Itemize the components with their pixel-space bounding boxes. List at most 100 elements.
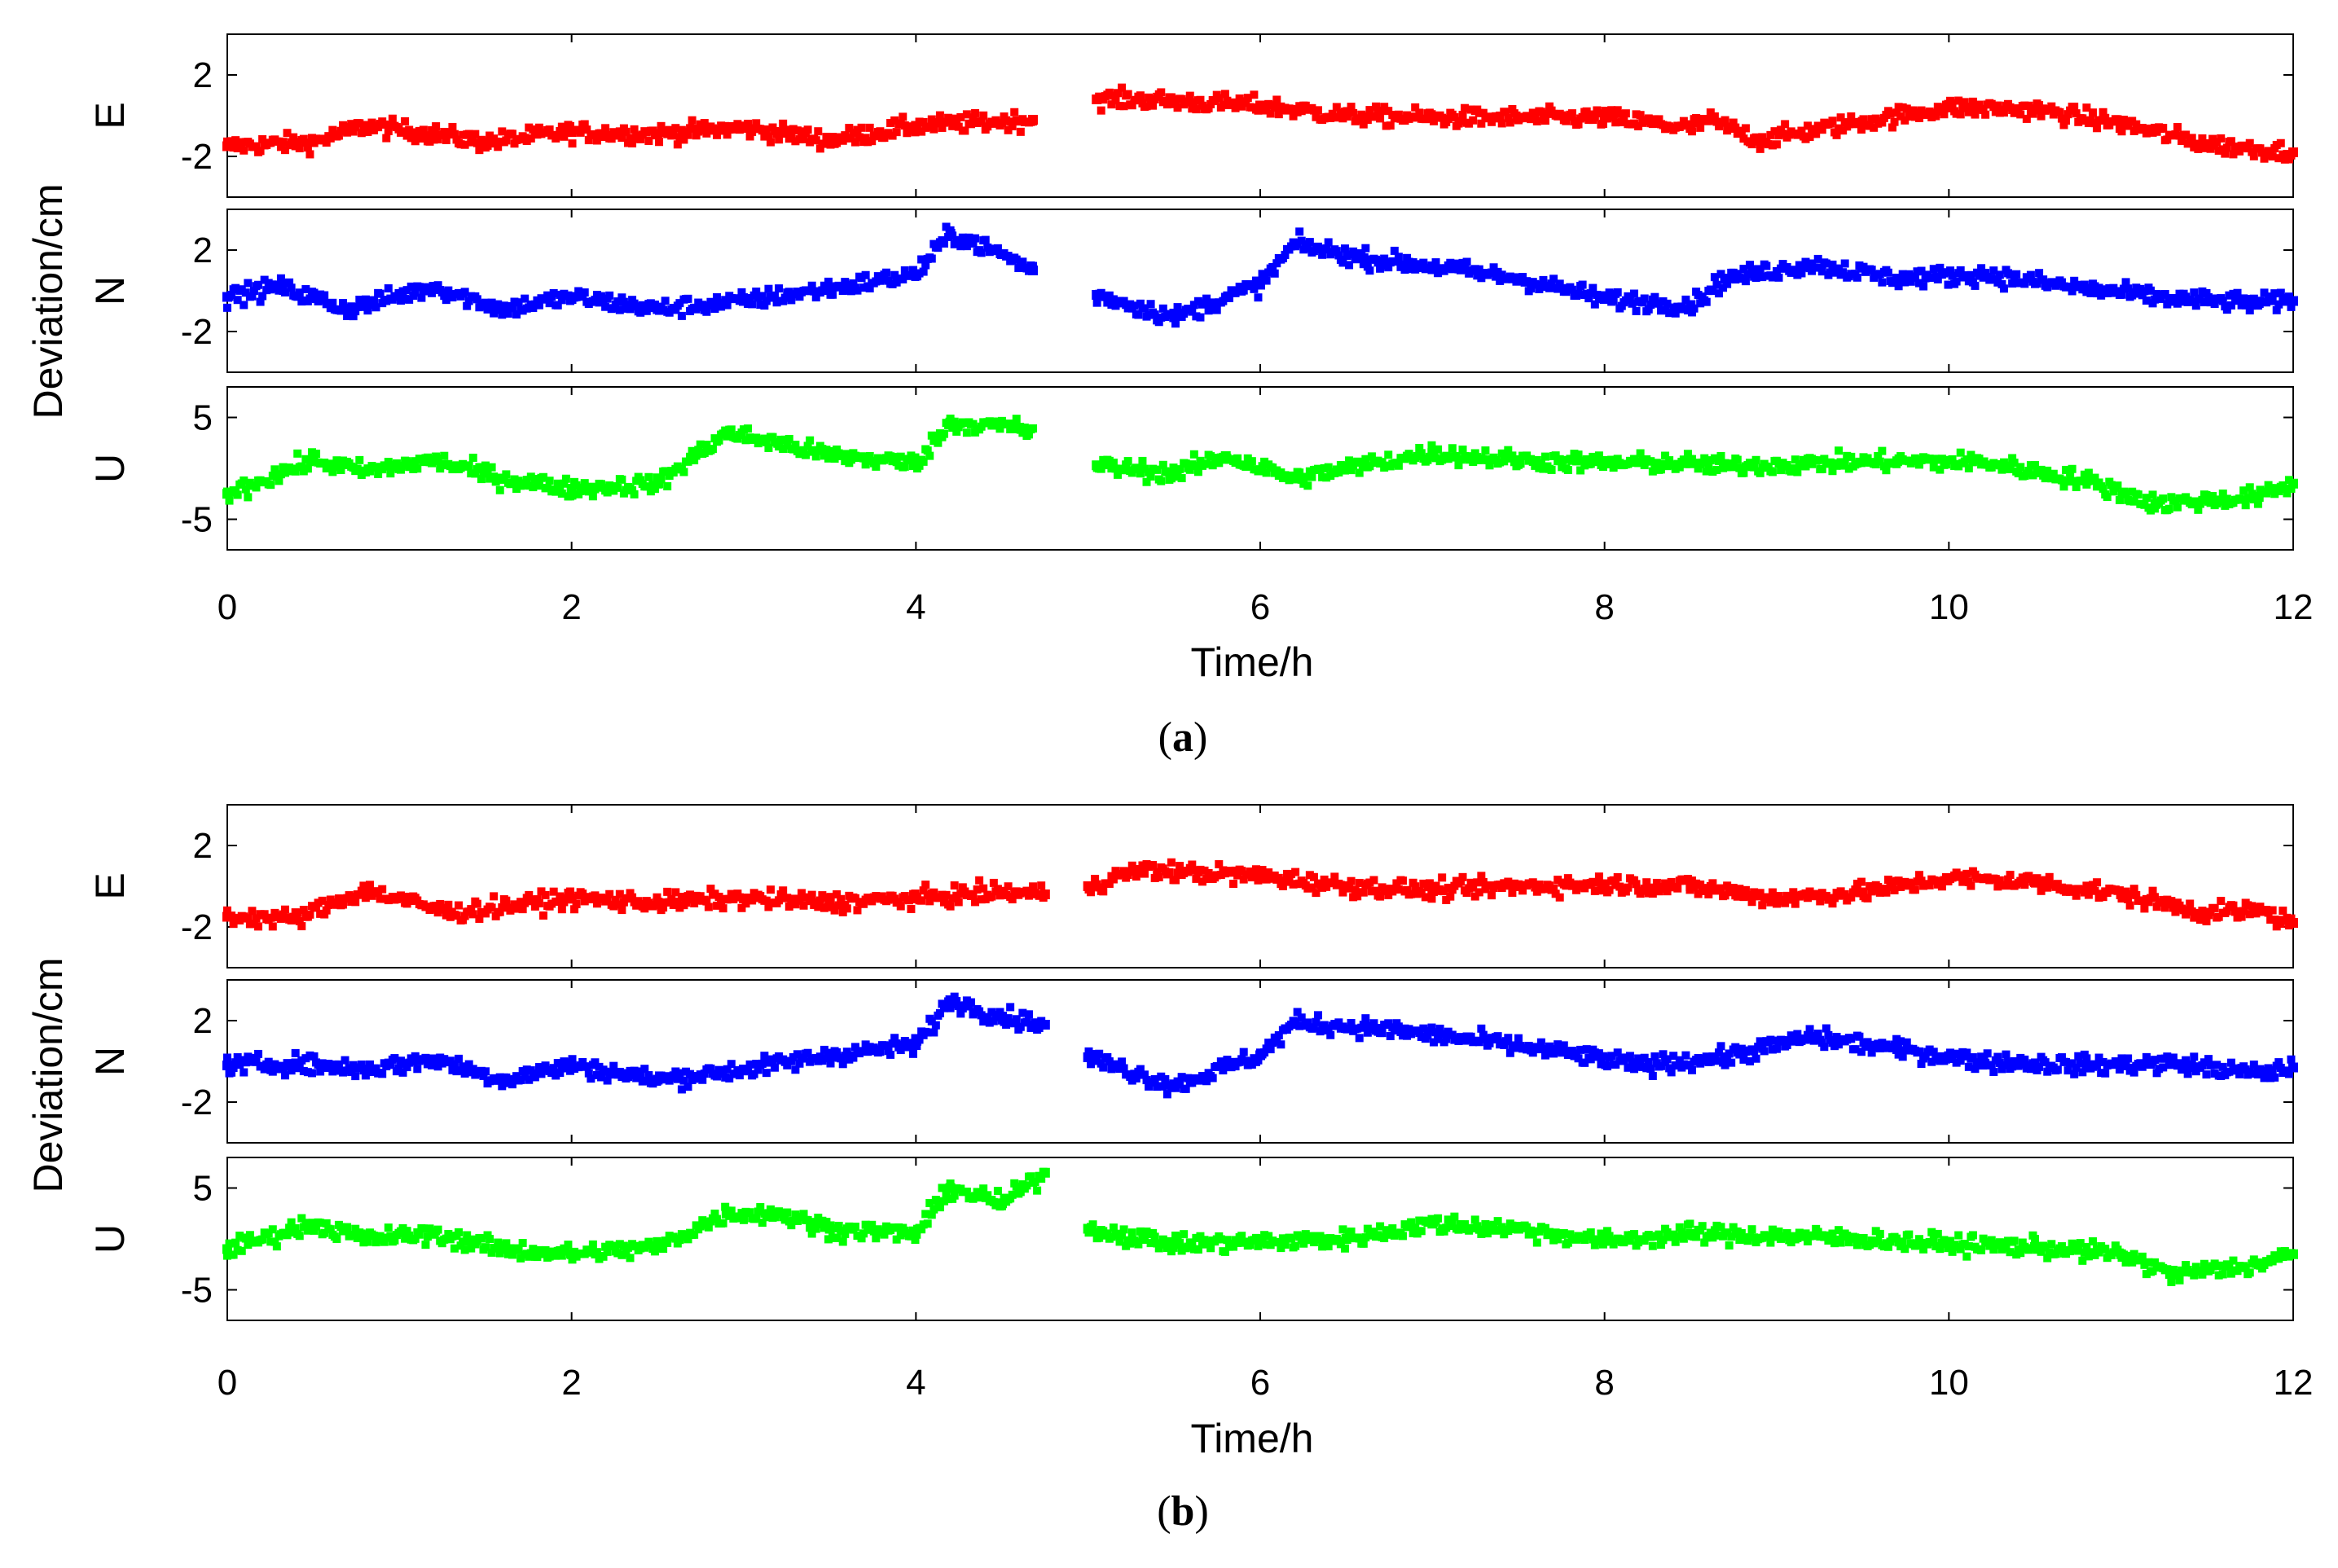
scatter-point (962, 428, 971, 437)
scatter-point (248, 292, 257, 301)
scatter-point (619, 297, 628, 306)
scatter-point (1140, 304, 1149, 313)
scatter-point (1192, 874, 1201, 883)
scatter-point (2198, 287, 2207, 296)
scatter-point (1419, 258, 1428, 267)
scatter-point (2213, 138, 2222, 147)
scatter-point (1611, 118, 1620, 127)
scatter-point (1415, 443, 1424, 452)
scatter-point (1766, 1035, 1775, 1044)
scatter-point (2031, 461, 2039, 470)
scatter-point (1540, 885, 1549, 894)
scatter-point (1646, 457, 1655, 466)
scatter-point (289, 133, 298, 142)
scatter-point (1813, 456, 1822, 465)
scatter-point (1667, 1068, 1676, 1077)
scatter-point (1442, 1034, 1451, 1043)
scatter-point (1536, 1038, 1545, 1047)
scatter-point (1737, 886, 1746, 895)
scatter-point (820, 903, 828, 912)
scatter-point (650, 900, 659, 909)
scatter-point (962, 110, 971, 119)
scatter-point (1136, 1065, 1145, 1074)
scatter-point (341, 122, 349, 131)
scatter-point (1497, 449, 1506, 458)
scatter-point (521, 294, 530, 303)
scatter-point (549, 887, 558, 896)
scatter-point (987, 1008, 996, 1017)
scatter-point (475, 146, 484, 155)
scatter-point (2037, 112, 2046, 121)
scatter-point (486, 304, 494, 313)
scatter-point (1824, 1030, 1833, 1039)
scatter-point (950, 239, 959, 248)
scatter-point (1413, 112, 1422, 121)
x-axis-title: Time/h (1191, 639, 1314, 685)
scatter-point (923, 890, 932, 899)
scatter-point (1196, 865, 1205, 874)
scatter-point (1324, 463, 1333, 472)
scatter-point (2129, 126, 2138, 135)
scatter-point (1132, 872, 1140, 881)
scatter-point (1353, 457, 1362, 466)
scatter-point (752, 1060, 761, 1069)
scatter-point (888, 1039, 897, 1048)
scatter-point (1096, 464, 1105, 473)
scatter-point (547, 1069, 556, 1078)
scatter-point (432, 1056, 441, 1065)
scatter-point (1189, 98, 1198, 107)
scatter-point (1613, 1048, 1622, 1057)
scatter-point (638, 1077, 647, 1086)
scatter-point (737, 903, 746, 912)
scatter-point (710, 305, 719, 314)
scatter-point (1481, 1034, 1490, 1043)
scatter-point (2012, 270, 2021, 279)
scatter-point (795, 894, 804, 903)
scatter-point (264, 1057, 273, 1066)
scatter-point (534, 301, 543, 310)
scatter-point (1208, 461, 1217, 470)
scatter-point (442, 135, 450, 144)
scatter-point (1770, 272, 1779, 281)
scatter-point (1625, 1052, 1634, 1061)
scatter-point (636, 134, 645, 143)
scatter-point (814, 446, 823, 455)
scatter-point (642, 128, 651, 137)
scatter-point (1665, 1064, 1674, 1073)
scatter-point (1258, 270, 1267, 279)
scatter-point (552, 487, 560, 496)
scatter-point (993, 1012, 1002, 1021)
scatter-point (1954, 462, 1963, 471)
scatter-point (756, 301, 765, 310)
scatter-point (1138, 456, 1147, 465)
scatter-point (956, 112, 965, 121)
scatter-point (1474, 1038, 1483, 1047)
scatter-point (2086, 885, 2095, 894)
subplot-frame (226, 209, 2294, 373)
scatter-point (1683, 450, 1692, 459)
scatter-point (1781, 120, 1790, 129)
scatter-point (611, 895, 620, 904)
scatter-point (1594, 451, 1603, 460)
scatter-point (1167, 93, 1176, 102)
scatter-point (503, 309, 512, 318)
component-label-N: N (87, 1047, 133, 1076)
scatter-point (2080, 888, 2089, 897)
scatter-point (2151, 893, 2160, 902)
scatter-point (1840, 889, 1849, 898)
scatter-point (1305, 238, 1314, 247)
scatter-point (2084, 468, 2093, 477)
scatter-point (956, 1009, 965, 1018)
scatter-point (275, 286, 283, 295)
scatter-point (1630, 1065, 1639, 1074)
scatter-point (1390, 1026, 1399, 1035)
scatter-point (1773, 140, 1781, 149)
scatter-point (1109, 875, 1118, 884)
scatter-point (423, 453, 432, 462)
scatter-point (2160, 903, 2169, 912)
scatter-point (1710, 112, 1719, 121)
scatter-point (2142, 296, 2151, 305)
scatter-point (706, 1064, 715, 1073)
scatter-point (927, 431, 936, 440)
scatter-point (911, 128, 920, 137)
